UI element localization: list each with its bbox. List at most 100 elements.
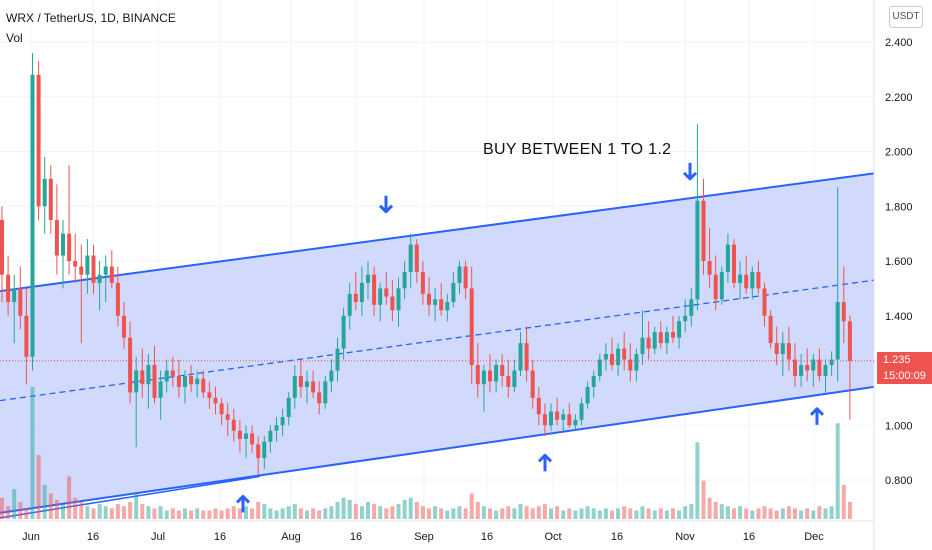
candle-body xyxy=(835,302,840,360)
candle-body xyxy=(42,178,47,207)
volume-bar xyxy=(140,504,145,519)
candle-body xyxy=(414,244,419,272)
volume-bar xyxy=(384,508,389,519)
volume-bar xyxy=(512,508,517,519)
volume-bar xyxy=(115,504,120,519)
candle-body xyxy=(402,271,407,289)
arrow-head xyxy=(235,494,251,504)
candle-body xyxy=(12,288,17,303)
volume-bar xyxy=(634,510,639,519)
candle-body xyxy=(79,266,84,275)
volume-bar xyxy=(457,506,462,519)
candle-body xyxy=(646,337,651,349)
volume-bar xyxy=(335,501,340,519)
candle-body xyxy=(677,321,682,338)
volume-bar xyxy=(567,508,572,519)
candle-body xyxy=(701,200,706,261)
volume-bar xyxy=(768,508,773,519)
candle-body xyxy=(841,302,846,322)
candle-body xyxy=(707,261,712,275)
candle-body xyxy=(189,375,194,385)
volume-bar xyxy=(829,506,834,519)
volume-bar xyxy=(835,423,840,519)
volume-bar xyxy=(298,508,303,519)
candle-body xyxy=(183,375,187,387)
volume-bar xyxy=(0,497,4,519)
volume-bar xyxy=(439,508,444,519)
volume-bar xyxy=(366,501,370,519)
candle-body xyxy=(768,315,773,344)
volume-bar xyxy=(799,510,804,519)
candle-body xyxy=(829,359,834,366)
candle-body xyxy=(341,315,346,349)
candle-body xyxy=(799,365,804,376)
volume-bar xyxy=(225,508,230,519)
time-axis: Jun 16 Jul 16 Aug 16 Sep 16 Oct 16 Nov 16 Dec xyxy=(22,531,824,543)
volume-bar xyxy=(268,508,273,519)
candle-body xyxy=(201,378,206,393)
candle-body xyxy=(738,274,743,283)
volume-bar xyxy=(372,504,377,519)
volume-bar xyxy=(683,506,688,519)
volume-bar xyxy=(128,501,133,519)
volume-bar xyxy=(555,506,560,519)
candle-body xyxy=(24,315,29,357)
candle-body xyxy=(311,381,316,393)
annotation-text: BUY BETWEEN 1 TO 1.2 xyxy=(483,141,672,158)
currency-button[interactable]: USDT xyxy=(889,6,923,28)
candle-body xyxy=(91,255,96,283)
volume-bar xyxy=(579,508,584,519)
volume-bar xyxy=(488,508,492,519)
volume-bar xyxy=(689,504,694,519)
volume-bar xyxy=(561,510,566,519)
volume-label: Vol xyxy=(6,31,23,45)
volume-bar xyxy=(677,510,682,519)
candle-body xyxy=(420,271,425,294)
candle-body xyxy=(335,348,340,371)
candle-body xyxy=(561,414,566,420)
channel-fill xyxy=(0,173,874,513)
candle-body xyxy=(250,433,255,445)
candle-body xyxy=(292,375,297,398)
volume-bar xyxy=(170,508,175,519)
volume-bar xyxy=(786,506,791,519)
candle-body xyxy=(372,274,377,305)
channel-lower-line xyxy=(0,385,875,514)
volume-bar xyxy=(762,506,767,519)
candle-body xyxy=(847,321,852,361)
volume-bar xyxy=(109,508,114,519)
volume-bar xyxy=(164,510,169,519)
volume-bar xyxy=(347,499,352,519)
candle-body xyxy=(451,282,456,303)
volume-bar xyxy=(18,501,23,519)
candle-body xyxy=(823,365,828,376)
volume-bar xyxy=(774,510,779,519)
volume-bar xyxy=(640,506,645,519)
candle-body xyxy=(122,315,126,338)
volume-bar xyxy=(97,504,102,519)
candle-body xyxy=(616,348,621,366)
volume-bar xyxy=(811,510,816,519)
candle-body xyxy=(652,332,657,349)
price-tick-label: 2.000 xyxy=(885,147,913,159)
candle-body xyxy=(512,370,517,387)
volume-bar xyxy=(256,501,261,519)
volume-bar xyxy=(36,455,41,519)
volume-bar xyxy=(262,504,267,519)
candle-body xyxy=(439,299,444,311)
time-tick-label: Jul xyxy=(151,531,165,543)
candle-body xyxy=(689,299,694,316)
candle-body xyxy=(457,266,462,283)
candle-body xyxy=(262,441,267,459)
candle-body xyxy=(573,419,578,426)
candle-body xyxy=(628,359,633,371)
time-tick-label: 16 xyxy=(481,531,493,543)
candle-body xyxy=(610,354,614,366)
candle-body xyxy=(786,343,791,360)
time-tick-label: 16 xyxy=(350,531,362,543)
candle-body xyxy=(378,288,383,305)
volume-bar xyxy=(658,508,663,519)
volume-bar xyxy=(201,510,206,519)
volume-bar xyxy=(42,484,47,519)
